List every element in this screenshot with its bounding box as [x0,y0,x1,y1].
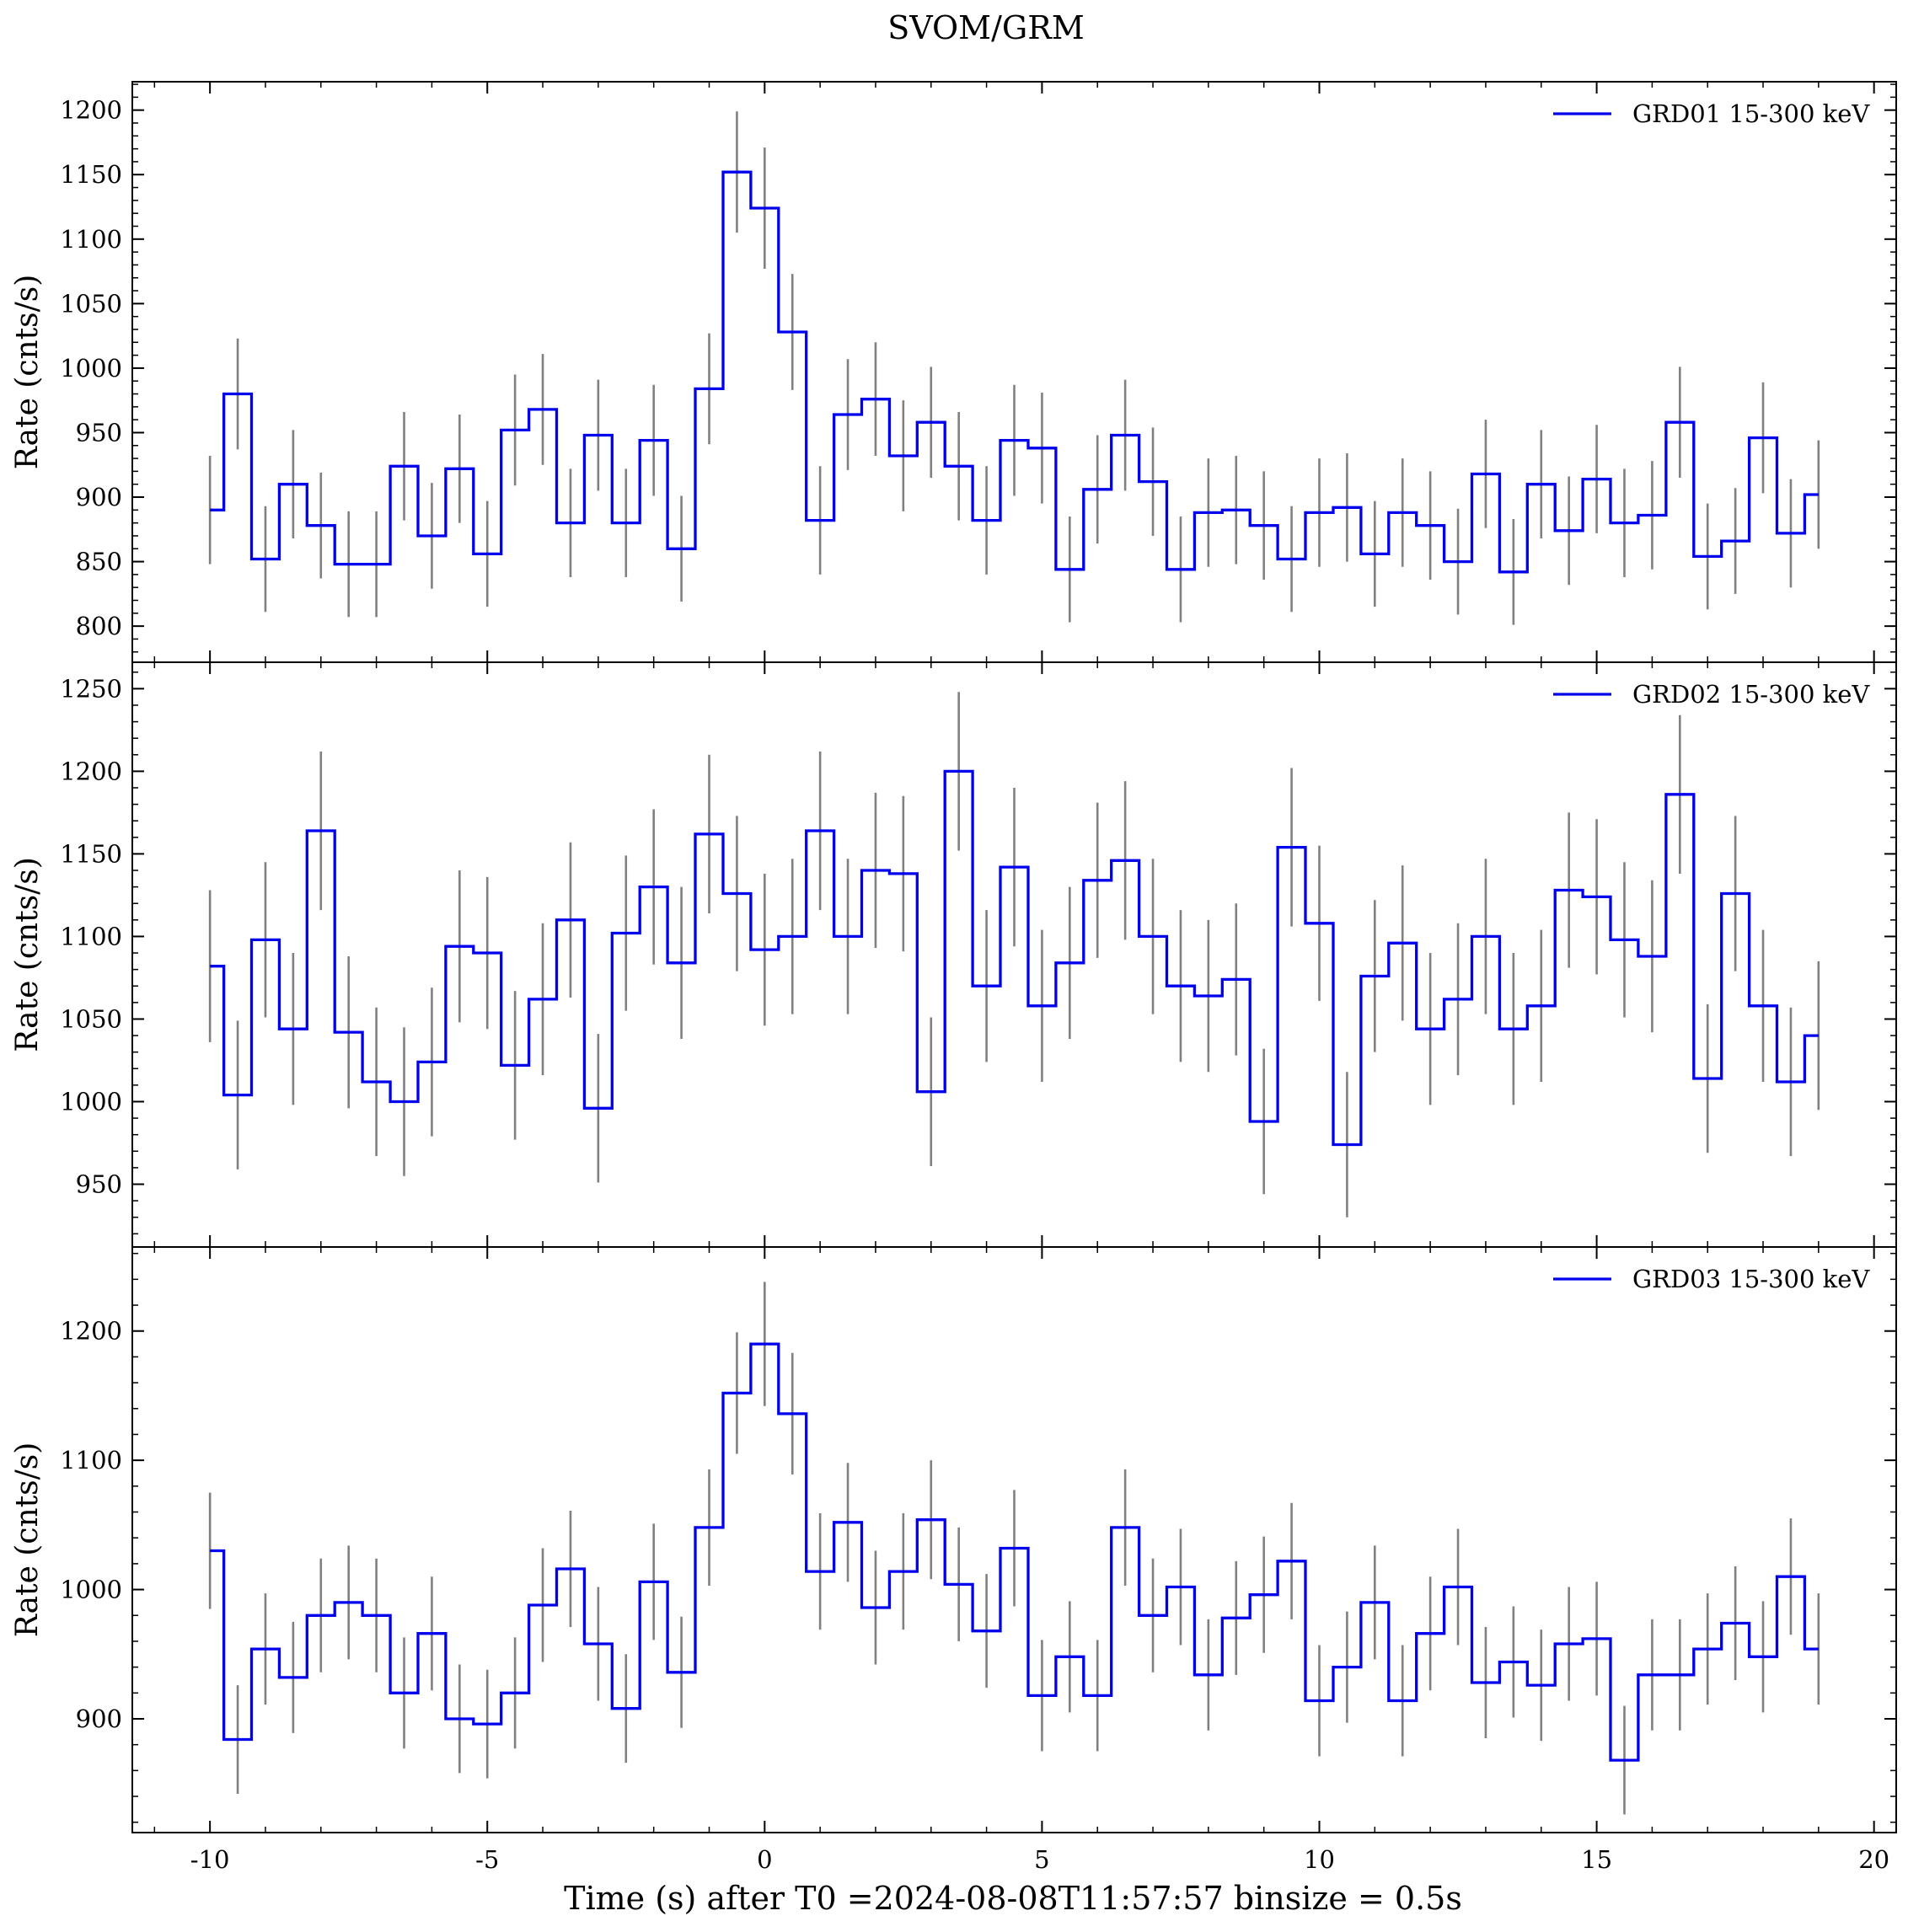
y-tick-label: 950 [76,418,122,447]
y-tick-label: 1000 [60,1087,122,1116]
legend-label: GRD03 15-300 keV [1632,1265,1870,1293]
panel-3: 900 1000 1100 1200 Rate (cnts/s) GRD03 15-300… [10,1246,1897,1833]
y-tick-label: 1000 [60,354,122,383]
y-tick-label: 1100 [60,922,122,950]
panel-2: 950 1000 1050 1100 1150 1200 1250 Rate (cnts/s)… [10,661,1897,1248]
y-tick-label: 950 [76,1170,122,1199]
x-tick-label: 20 [1858,1845,1889,1874]
x-tick-label: -10 [190,1845,230,1874]
y-tick-label: 1050 [60,289,122,318]
x-tick-label: 15 [1581,1845,1612,1874]
y-tick-label: 1200 [60,96,122,125]
y-tick-label: 1200 [60,757,122,785]
y-tick-label: 850 [76,548,122,576]
chart-title: SVOM/GRM [887,9,1085,46]
y-tick-label: 1100 [60,1446,122,1474]
y-tick-label: 900 [76,1705,122,1733]
y-tick-label: 900 [76,483,122,511]
plot-frame [131,1246,1897,1833]
y-tick-label: 1250 [60,674,122,703]
y-axis-label: Rate (cnts/s) [10,275,45,470]
y-axis-label: Rate (cnts/s) [10,857,45,1052]
panel-1: 800 850 900 950 1000 1050 1100 1150 1200 Rate (cn… [10,81,1897,663]
series-line [210,1342,1819,1762]
legend-label: GRD01 15-300 keV [1632,99,1870,128]
plot-frame [131,661,1897,1248]
plot-frame [131,81,1897,663]
y-tick-label: 1100 [60,225,122,254]
y-tick-label: 800 [76,612,122,640]
legend-label: GRD02 15-300 keV [1632,680,1870,709]
series-line [210,769,1819,1147]
series-line [210,170,1819,574]
y-tick-label: 1150 [60,839,122,868]
y-tick-label: 1000 [60,1576,122,1604]
y-tick-label: 1150 [60,160,122,189]
x-tick-label: 5 [1034,1845,1049,1874]
x-tick-label: -5 [475,1845,499,1874]
x-tick-label: 10 [1304,1845,1335,1874]
x-tick-label: 0 [757,1845,772,1874]
y-tick-label: 1200 [60,1317,122,1346]
y-tick-label: 1050 [60,1004,122,1033]
x-axis-label: Time (s) after T0 =2024-08-08T11:57:57 b… [564,1880,1462,1917]
y-axis-label: Rate (cnts/s) [10,1442,45,1638]
